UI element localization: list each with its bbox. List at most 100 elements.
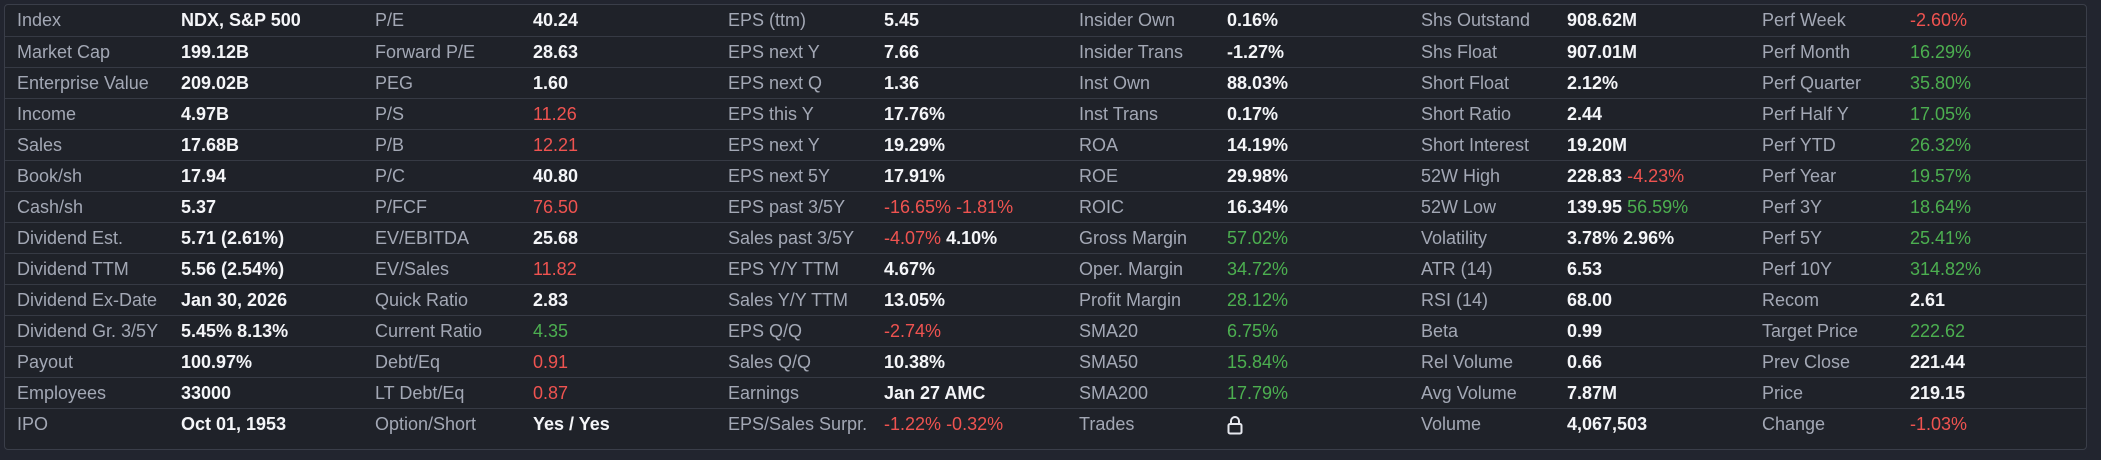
metric-label-eps-past-3-5y[interactable]: EPS past 3/5Y	[728, 196, 846, 217]
metric-value-roic: 16.34%	[1227, 191, 1409, 222]
metric-label-ev-sales[interactable]: EV/Sales	[375, 258, 450, 279]
metric-label-52w-high[interactable]: 52W High	[1421, 165, 1501, 186]
metric-label-eps-next-5y[interactable]: EPS next 5Y	[728, 165, 831, 186]
metric-label-sales-past-3-5y[interactable]: Sales past 3/5Y	[728, 227, 855, 248]
metric-label-forward-p-e[interactable]: Forward P/E	[375, 41, 476, 62]
metric-value-part: 4.67%	[884, 258, 936, 279]
metric-label-p-s[interactable]: P/S	[375, 103, 405, 124]
metric-label-volume[interactable]: Volume	[1421, 413, 1482, 434]
metric-label-avg-volume[interactable]: Avg Volume	[1421, 382, 1517, 403]
metric-label-volatility[interactable]: Volatility	[1421, 227, 1488, 248]
metric-label-p-e[interactable]: P/E	[375, 10, 405, 31]
metric-label-eps-ttm[interactable]: EPS (ttm)	[728, 10, 807, 31]
metric-label-eps-next-y[interactable]: EPS next Y	[728, 134, 820, 155]
metric-label-eps-sales-surpr[interactable]: EPS/Sales Surpr.	[728, 413, 868, 434]
metric-label-earnings[interactable]: Earnings	[728, 382, 800, 403]
metric-label-roic[interactable]: ROIC	[1079, 196, 1124, 217]
metric-label-sales-q-q[interactable]: Sales Q/Q	[728, 351, 812, 372]
metric-value-part: 209.02B	[181, 72, 250, 93]
metric-value-part: 17.05%	[1910, 103, 1972, 124]
metric-label-perf-week[interactable]: Perf Week	[1762, 10, 1846, 31]
metric-label-eps-q-q[interactable]: EPS Q/Q	[728, 320, 803, 341]
metric-label-oper-margin[interactable]: Oper. Margin	[1079, 258, 1184, 279]
metric-label-perf-5y[interactable]: Perf 5Y	[1762, 227, 1823, 248]
metric-label-p-b[interactable]: P/B	[375, 134, 405, 155]
metric-label-gross-margin[interactable]: Gross Margin	[1079, 227, 1188, 248]
metric-label-perf-quarter[interactable]: Perf Quarter	[1762, 72, 1862, 93]
metric-value-sma50: 15.84%	[1227, 346, 1409, 377]
metric-label-eps-next-y[interactable]: EPS next Y	[728, 41, 820, 62]
metric-label-atr-14[interactable]: ATR (14)	[1421, 258, 1493, 279]
metric-label-employees[interactable]: Employees	[17, 382, 107, 403]
metric-label-target-price[interactable]: Target Price	[1762, 320, 1859, 341]
table-row: Index NDX, S&P 500 P/E 40.24 EPS (ttm) 5.45 In…	[5, 5, 2086, 36]
metric-value-eps-next-y: 7.66	[884, 36, 1067, 67]
metric-label-eps-y-y-ttm[interactable]: EPS Y/Y TTM	[728, 258, 840, 279]
metric-label-perf-year[interactable]: Perf Year	[1762, 165, 1837, 186]
metric-label-beta[interactable]: Beta	[1421, 320, 1459, 341]
metric-label-insider-trans[interactable]: Insider Trans	[1079, 41, 1184, 62]
lock-icon[interactable]	[1227, 415, 1243, 435]
metric-label-sales[interactable]: Sales	[17, 134, 63, 155]
table-row: Payout 100.97% Debt/Eq 0.91 Sales Q/Q 10.38% S…	[5, 346, 2086, 377]
metric-label-dividend-gr-3-5y[interactable]: Dividend Gr. 3/5Y	[17, 320, 159, 341]
metric-label-quick-ratio[interactable]: Quick Ratio	[375, 289, 469, 310]
metric-label-perf-3y[interactable]: Perf 3Y	[1762, 196, 1823, 217]
metric-label-inst-own[interactable]: Inst Own	[1079, 72, 1151, 93]
metric-label-payout[interactable]: Payout	[17, 351, 74, 372]
metric-label-current-ratio[interactable]: Current Ratio	[375, 320, 483, 341]
metric-label-income[interactable]: Income	[17, 103, 77, 124]
metric-label-recom[interactable]: Recom	[1762, 289, 1820, 310]
metric-label-rel-volume[interactable]: Rel Volume	[1421, 351, 1514, 372]
metric-label-dividend-ttm[interactable]: Dividend TTM	[17, 258, 129, 279]
metric-label-roa[interactable]: ROA	[1079, 134, 1119, 155]
metric-label-perf-month[interactable]: Perf Month	[1762, 41, 1851, 62]
metric-label-sma200[interactable]: SMA200	[1079, 382, 1149, 403]
metric-label-enterprise-value[interactable]: Enterprise Value	[17, 72, 149, 93]
metric-label-p-c[interactable]: P/C	[375, 165, 406, 186]
metric-value-part: 6.75%	[1227, 320, 1279, 341]
snapshot-table-panel: Index NDX, S&P 500 P/E 40.24 EPS (ttm) 5.45 In…	[4, 4, 2087, 450]
metric-label-52w-low[interactable]: 52W Low	[1421, 196, 1497, 217]
metric-label-shs-float[interactable]: Shs Float	[1421, 41, 1498, 62]
metric-label-sales-y-y-ttm[interactable]: Sales Y/Y TTM	[728, 289, 849, 310]
metric-value-short-float: 2.12%	[1567, 67, 1750, 98]
metric-label-eps-next-q[interactable]: EPS next Q	[728, 72, 823, 93]
metric-label-insider-own[interactable]: Insider Own	[1079, 10, 1176, 31]
metric-label-market-cap[interactable]: Market Cap	[17, 41, 111, 62]
metric-value-part: 40.24	[533, 10, 579, 31]
metric-label-eps-this-y[interactable]: EPS this Y	[728, 103, 814, 124]
metric-label-sma20[interactable]: SMA20	[1079, 320, 1139, 341]
metric-label-p-fcf[interactable]: P/FCF	[375, 196, 427, 217]
metric-label-sma50[interactable]: SMA50	[1079, 351, 1139, 372]
metric-label-dividend-est[interactable]: Dividend Est.	[17, 227, 124, 248]
metric-label-roe[interactable]: ROE	[1079, 165, 1119, 186]
metric-label-dividend-ex-date[interactable]: Dividend Ex-Date	[17, 289, 158, 310]
metric-label-lt-debt-eq[interactable]: LT Debt/Eq	[375, 382, 465, 403]
metric-label-prev-close[interactable]: Prev Close	[1762, 351, 1851, 372]
metric-label-peg[interactable]: PEG	[375, 72, 414, 93]
metric-label-change[interactable]: Change	[1762, 413, 1826, 434]
metric-label-short-ratio[interactable]: Short Ratio	[1421, 103, 1512, 124]
metric-label-index[interactable]: Index	[17, 10, 62, 31]
metric-label-perf-ytd[interactable]: Perf YTD	[1762, 134, 1836, 155]
metric-label-rsi-14[interactable]: RSI (14)	[1421, 289, 1489, 310]
metric-label-debt-eq[interactable]: Debt/Eq	[375, 351, 441, 372]
metric-label-inst-trans[interactable]: Inst Trans	[1079, 103, 1159, 124]
metric-label-price[interactable]: Price	[1762, 382, 1804, 403]
metric-label-shs-outstand[interactable]: Shs Outstand	[1421, 10, 1531, 31]
metric-label-short-float[interactable]: Short Float	[1421, 72, 1510, 93]
metric-label-short-interest[interactable]: Short Interest	[1421, 134, 1530, 155]
metric-label-book-sh[interactable]: Book/sh	[17, 165, 83, 186]
metric-label-perf-10y[interactable]: Perf 10Y	[1762, 258, 1833, 279]
metric-label-cash-sh[interactable]: Cash/sh	[17, 196, 84, 217]
metric-label-ipo[interactable]: IPO	[17, 413, 49, 434]
metric-label-profit-margin[interactable]: Profit Margin	[1079, 289, 1182, 310]
metric-label-trades[interactable]: Trades	[1079, 413, 1135, 434]
metric-value-trades[interactable]	[1227, 408, 1409, 439]
metric-label-option-short[interactable]: Option/Short	[375, 413, 477, 434]
metric-label-ev-ebitda[interactable]: EV/EBITDA	[375, 227, 470, 248]
metric-value-volatility: 3.78% 2.96%	[1567, 222, 1750, 253]
metric-value-part: 2.44	[1567, 103, 1603, 124]
metric-label-perf-half-y[interactable]: Perf Half Y	[1762, 103, 1849, 124]
